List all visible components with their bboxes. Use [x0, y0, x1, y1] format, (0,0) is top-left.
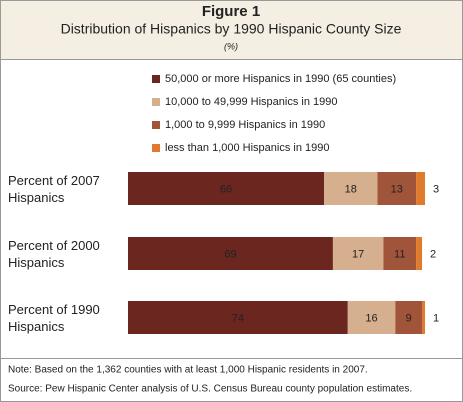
value-label: 2 — [430, 248, 436, 260]
chart-subtitle: Distribution of Hispanics by 1990 Hispan… — [61, 21, 402, 37]
note: Note: Based on the 1,362 counties with a… — [8, 365, 368, 376]
bar-segment — [128, 237, 333, 270]
bar-segment — [347, 301, 396, 334]
value-label: 1 — [433, 312, 439, 324]
value-label: 17 — [352, 248, 364, 260]
value-label: 13 — [391, 183, 403, 195]
legend-swatch — [152, 144, 160, 152]
category-label: Percent of 1990 Hispanics — [8, 301, 100, 334]
legend-label: 1,000 to 9,999 Hispanics in 1990 — [165, 119, 325, 131]
value-label: 18 — [345, 183, 357, 195]
bar-segment — [324, 172, 378, 205]
bar-segment — [383, 237, 417, 270]
legend-swatch — [152, 121, 160, 129]
legend-swatch — [152, 98, 160, 106]
chart-title: Figure 1 — [202, 3, 260, 20]
bar-segment — [128, 301, 348, 334]
value-label: 16 — [365, 312, 377, 324]
unit-note: (%) — [224, 41, 238, 51]
value-label: 9 — [406, 312, 412, 324]
bar-segment — [395, 301, 423, 334]
bar-segment — [416, 172, 425, 205]
value-label: 66 — [220, 183, 232, 195]
value-label: 69 — [224, 248, 236, 260]
legend-label: 10,000 to 49,999 Hispanics in 1990 — [165, 96, 337, 108]
legend-swatch — [152, 75, 160, 83]
category-label: Percent of 2000 Hispanics — [8, 237, 100, 270]
category-label: Percent of 2007 Hispanics — [8, 172, 100, 205]
bar-segment — [332, 237, 384, 270]
bar-segment — [416, 237, 423, 270]
legend-label: 50,000 or more Hispanics in 1990 (65 cou… — [165, 73, 396, 85]
legend-label: less than 1,000 Hispanics in 1990 — [165, 142, 330, 154]
value-label: 11 — [394, 248, 405, 260]
bar-segment — [377, 172, 417, 205]
source: Source: Pew Hispanic Center analysis of … — [8, 384, 412, 395]
bar-segment — [128, 172, 325, 205]
value-label: 74 — [232, 312, 244, 324]
header-bg — [1, 1, 462, 59]
bar-segment — [422, 301, 425, 334]
value-label: 3 — [433, 183, 439, 195]
